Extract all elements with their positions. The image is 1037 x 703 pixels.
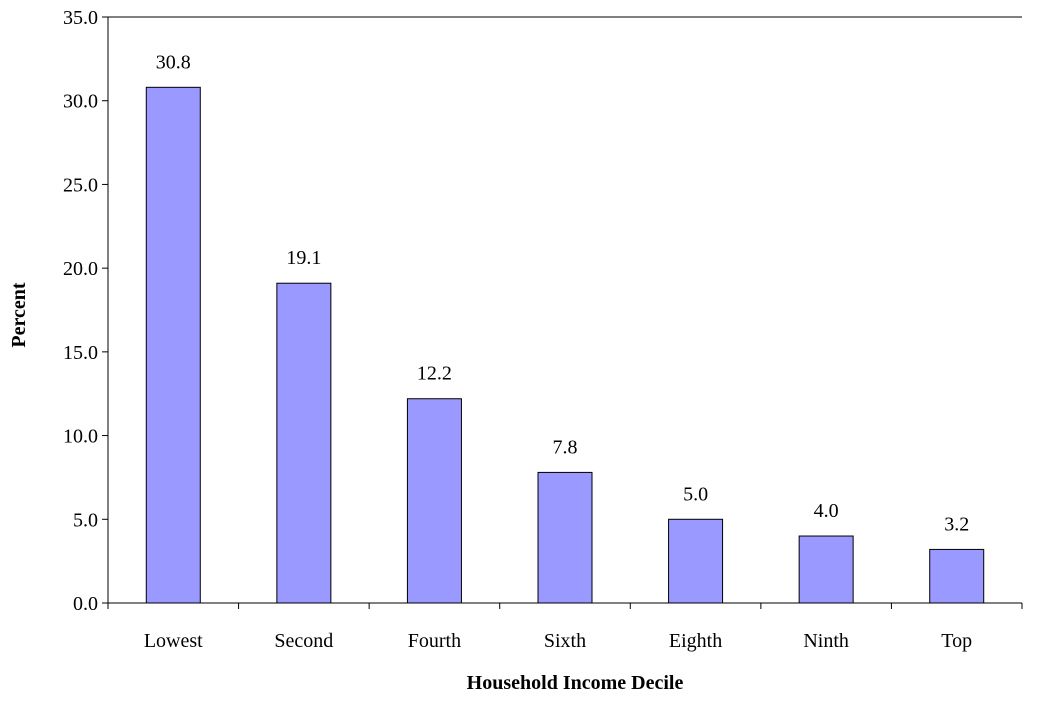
x-tick-label: Fourth	[408, 630, 461, 652]
x-tick-label: Eighth	[669, 630, 722, 652]
bar-fourth	[406, 398, 462, 604]
x-tick-label: Lowest	[144, 630, 203, 652]
bar-value-label: 3.2	[944, 513, 969, 535]
bar-second	[276, 282, 332, 604]
y-tick-label: 10.0	[63, 426, 98, 448]
y-tick-label: 0.0	[73, 593, 98, 615]
y-axis-title: Percent	[8, 282, 30, 347]
y-axis: 0.0 5.0 10.0 15.0 20.0 25.0 30.0 35.0	[63, 7, 1022, 615]
bar-value-label: 7.8	[553, 436, 578, 458]
y-tick-label: 20.0	[63, 258, 98, 280]
bar-sixth	[537, 471, 593, 604]
x-tick-label: Ninth	[803, 630, 849, 652]
bar-value-label: 30.8	[156, 51, 191, 73]
bar-value-label: 5.0	[683, 483, 708, 505]
x-axis: Lowest Second Fourth Sixth Eighth Ninth Top	[107, 602, 1023, 652]
bar-ninth	[798, 535, 854, 604]
y-tick-label: 30.0	[63, 91, 98, 113]
y-tick-label: 15.0	[63, 342, 98, 364]
data-labels: 30.8 19.1 12.2 7.8 5.0 4.0 3.2	[156, 51, 969, 535]
y-tick-label: 35.0	[63, 7, 98, 29]
x-tick-label: Second	[274, 630, 333, 652]
bar-value-label: 12.2	[417, 363, 452, 385]
bar-value-label: 19.1	[286, 247, 321, 269]
x-tick-label: Top	[941, 630, 972, 652]
bar-top	[929, 548, 985, 604]
bar-eighth	[668, 518, 724, 604]
bar-value-label: 4.0	[814, 500, 839, 522]
y-tick-label: 25.0	[63, 174, 98, 196]
x-axis-title: Household Income Decile	[467, 672, 684, 694]
x-tick-label: Sixth	[544, 630, 586, 652]
bars	[145, 86, 985, 604]
bar-lowest	[145, 86, 201, 604]
y-tick-label: 5.0	[73, 509, 98, 531]
